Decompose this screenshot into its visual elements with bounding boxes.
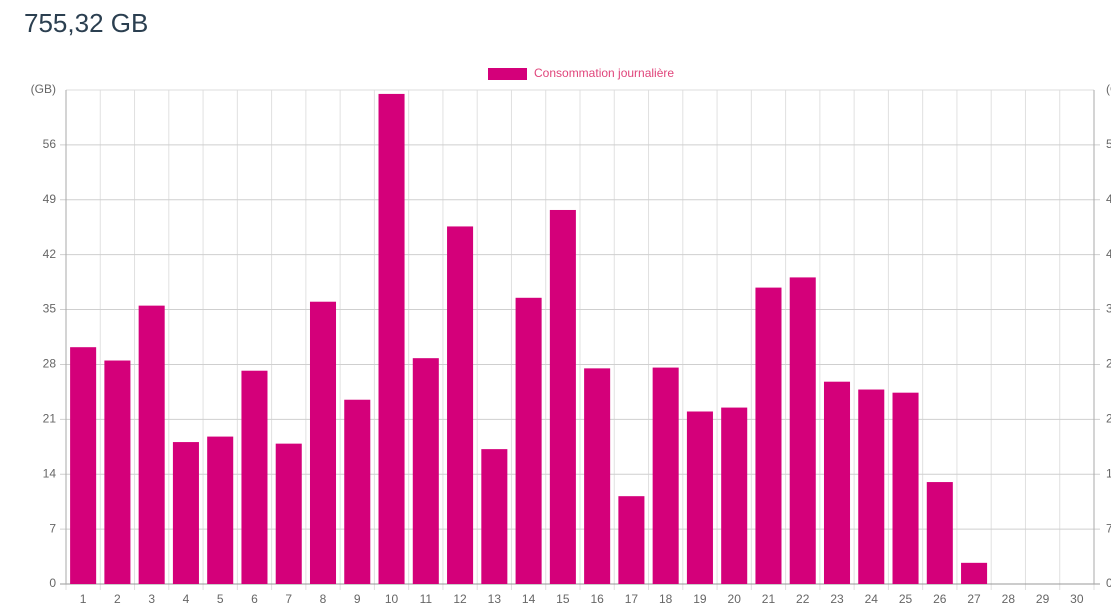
legend-swatch — [488, 68, 527, 80]
bar — [755, 287, 782, 584]
bar — [961, 562, 988, 584]
x-tick-label: 3 — [148, 592, 155, 606]
y-tick-label: 49 — [43, 192, 57, 206]
bar — [789, 277, 816, 584]
bar — [652, 367, 679, 584]
x-tick-label: 25 — [899, 592, 913, 606]
x-tick-label: 2 — [114, 592, 121, 606]
y-tick-label: 35 — [43, 302, 57, 316]
x-tick-label: 4 — [183, 592, 190, 606]
bar — [241, 370, 268, 584]
y2-tick-label: 49 — [1106, 192, 1111, 206]
x-tick-label: 27 — [967, 592, 981, 606]
x-tick-label: 28 — [1002, 592, 1016, 606]
bar — [309, 301, 337, 584]
x-tick-label: 30 — [1070, 592, 1084, 606]
y2-tick-label: 14 — [1106, 466, 1111, 480]
x-tick-label: 6 — [251, 592, 258, 606]
y-tick-label: 14 — [43, 466, 57, 480]
y2-tick-label: 35 — [1106, 302, 1111, 316]
bar — [926, 482, 953, 584]
x-tick-label: 15 — [556, 592, 570, 606]
bar — [823, 381, 851, 584]
y-tick-label: 0 — [49, 576, 56, 590]
bar — [104, 360, 131, 584]
x-tick-label: 17 — [625, 592, 639, 606]
legend-label: Consommation journalière — [534, 66, 674, 80]
y2-tick-label: 7 — [1106, 521, 1111, 535]
bar — [686, 411, 713, 584]
bar — [481, 449, 508, 584]
x-tick-label: 29 — [1036, 592, 1050, 606]
bar — [721, 407, 748, 584]
bar — [858, 389, 885, 584]
y-tick-label: 7 — [49, 521, 56, 535]
x-tick-label: 7 — [285, 592, 292, 606]
x-tick-label: 24 — [865, 592, 879, 606]
bar — [447, 226, 474, 584]
y-tick-label: 56 — [43, 137, 57, 151]
x-tick-label: 11 — [420, 592, 433, 606]
bar — [549, 209, 576, 584]
bar — [515, 297, 542, 584]
y2-tick-label: 56 — [1106, 137, 1111, 151]
bar — [207, 436, 234, 584]
bar — [138, 305, 165, 584]
bar — [275, 443, 302, 584]
y2-tick-label: 21 — [1106, 412, 1111, 426]
x-tick-label: 13 — [488, 592, 502, 606]
x-tick-label: 9 — [354, 592, 361, 606]
x-tick-label: 1 — [80, 592, 87, 606]
y2-tick-label: 42 — [1106, 247, 1111, 261]
x-tick-label: 26 — [933, 592, 947, 606]
x-tick-label: 14 — [522, 592, 536, 606]
bar — [378, 93, 405, 585]
y2-tick-label: 28 — [1106, 357, 1111, 371]
y-tick-label: 28 — [43, 357, 57, 371]
y-tick-label: 21 — [43, 412, 57, 426]
bar — [172, 442, 199, 584]
x-tick-label: 18 — [659, 592, 673, 606]
x-tick-label: 12 — [453, 592, 467, 606]
x-tick-label: 5 — [217, 592, 224, 606]
x-tick-label: 16 — [590, 592, 604, 606]
y-axis-label: (GB) — [31, 82, 56, 96]
x-tick-label: 20 — [728, 592, 742, 606]
bar — [892, 392, 919, 584]
bar — [344, 399, 371, 584]
bar — [618, 496, 645, 584]
bar — [412, 358, 439, 584]
y2-axis-label: (GB) — [1106, 82, 1111, 96]
y-tick-label: 42 — [43, 247, 57, 261]
x-tick-label: 21 — [762, 592, 776, 606]
total-title: 755,32 GB — [24, 8, 149, 38]
x-tick-label: 10 — [385, 592, 399, 606]
bar — [584, 368, 611, 584]
x-tick-label: 19 — [693, 592, 707, 606]
y2-tick-label: 0 — [1106, 576, 1111, 590]
x-tick-label: 22 — [796, 592, 810, 606]
x-tick-label: 8 — [320, 592, 327, 606]
x-tick-label: 23 — [830, 592, 844, 606]
bar — [70, 347, 97, 584]
